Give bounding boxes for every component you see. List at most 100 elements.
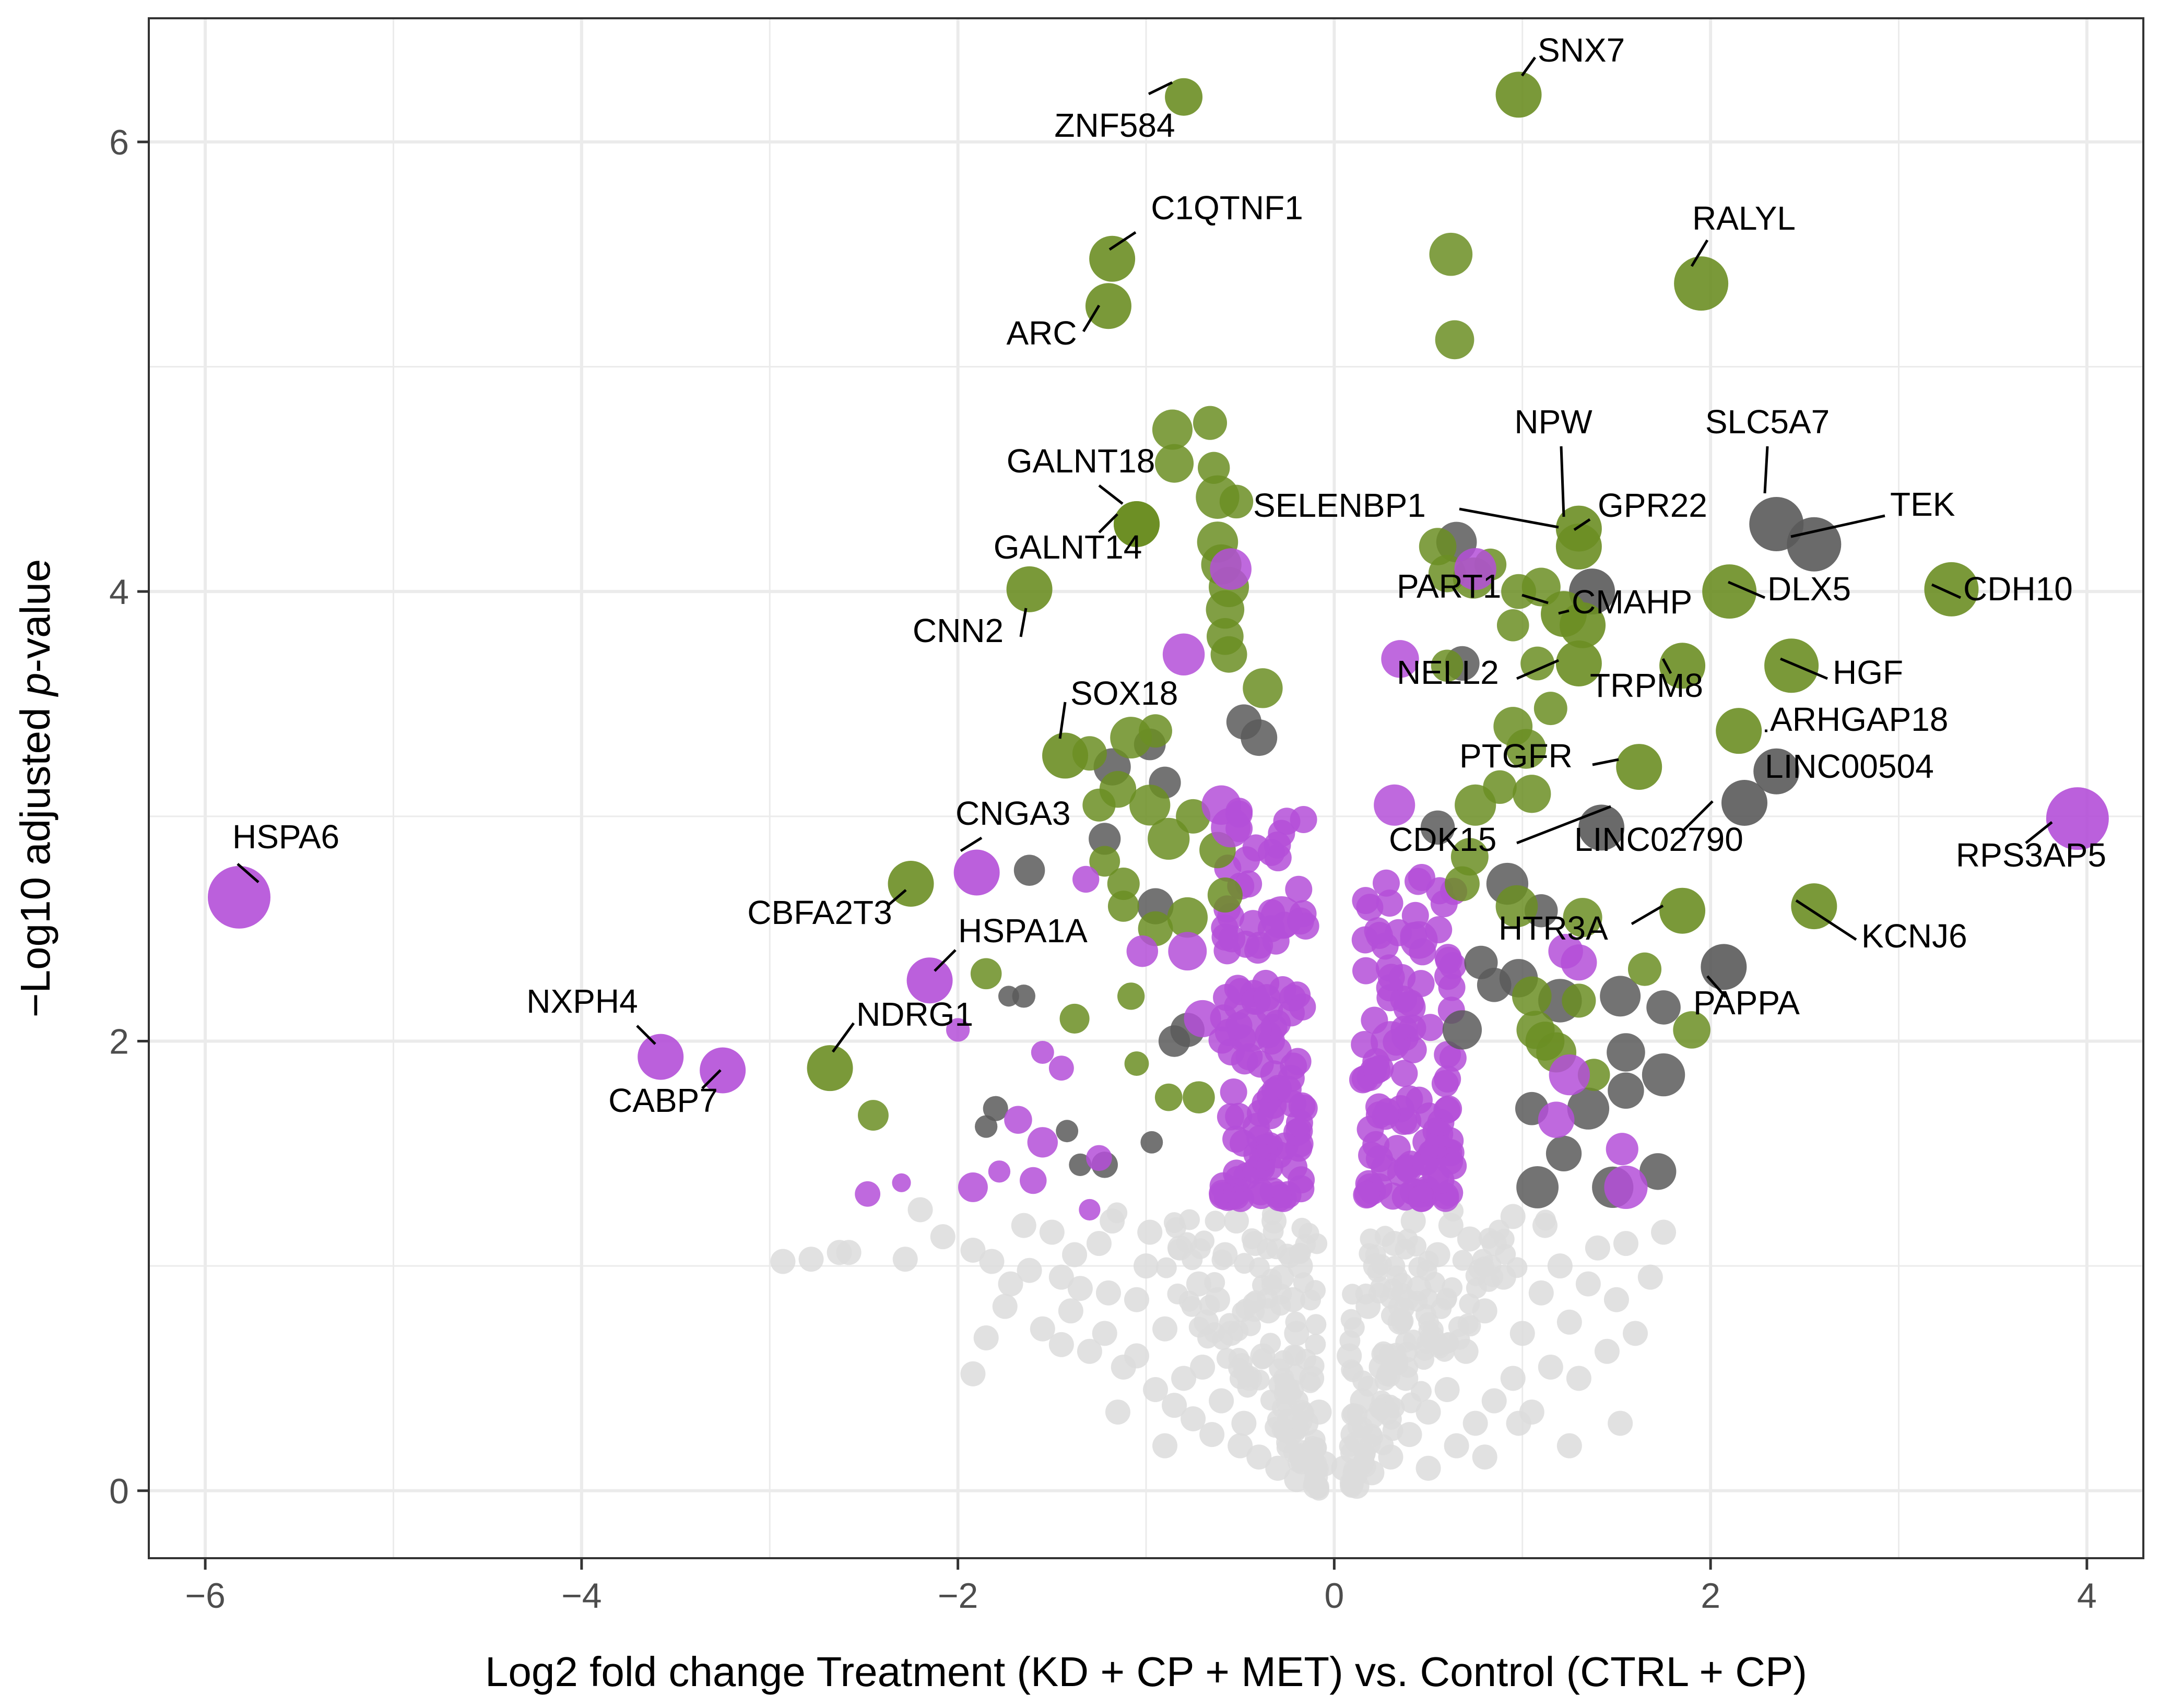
nonsig-point xyxy=(998,1271,1023,1297)
nonsig-point xyxy=(1277,1243,1298,1265)
label-snx7: SNX7 xyxy=(1538,31,1625,69)
nonsig-point xyxy=(1260,1333,1281,1354)
leader-line-cdk15 xyxy=(1516,805,1611,845)
leader-line-hgf xyxy=(1780,657,1828,680)
y-tick-label: 0 xyxy=(109,1472,129,1511)
purple-point xyxy=(1126,935,1159,967)
nonsig-point xyxy=(1248,1369,1270,1391)
point-cdh10 xyxy=(1924,562,1979,616)
point-arc xyxy=(1085,283,1131,329)
nonsig-point xyxy=(1290,1449,1311,1470)
point-hgf xyxy=(1764,638,1819,693)
nonsig-point xyxy=(973,1325,999,1350)
nonsig-point xyxy=(1209,1388,1234,1414)
label-tek: TEK xyxy=(1890,485,1955,523)
leader-line-selenbp1 xyxy=(1459,507,1559,529)
nonsig-point xyxy=(1365,1244,1386,1266)
sig-band-right-point xyxy=(1352,957,1379,985)
point-nxph4 xyxy=(638,1034,684,1080)
green-point xyxy=(1627,952,1662,986)
nonsig-point xyxy=(1205,1211,1226,1232)
nonsig-point xyxy=(930,1224,955,1250)
purple-point xyxy=(1086,1145,1112,1171)
gray-point xyxy=(1089,823,1121,855)
nonsig-point xyxy=(979,1249,1005,1274)
point-kcnj6 xyxy=(1791,883,1837,930)
sig-band-left-point xyxy=(1278,999,1305,1027)
nonsig-point xyxy=(1219,1313,1240,1334)
point-ralyl xyxy=(1674,256,1729,311)
nonsig-point xyxy=(1067,1276,1093,1301)
nonsig-point xyxy=(1194,1230,1215,1252)
sig-band-left-point xyxy=(1252,1089,1279,1117)
nonsig-point xyxy=(798,1247,824,1272)
nonsig-point xyxy=(1048,1332,1074,1357)
green-point xyxy=(1450,838,1489,876)
nonsig-point xyxy=(1152,1433,1178,1458)
nonsig-point xyxy=(1528,1280,1554,1306)
nonsig-point xyxy=(1143,1377,1169,1403)
label-nell2: NELL2 xyxy=(1397,654,1499,691)
leader-line-cmahp xyxy=(1558,609,1570,615)
nonsig-point xyxy=(1417,1288,1438,1310)
nonsig-point xyxy=(1308,1476,1329,1498)
nonsig-point xyxy=(1547,1253,1573,1279)
nonsig-point xyxy=(1339,1330,1361,1351)
label-gpr22: GPR22 xyxy=(1598,487,1707,524)
point-c1qtnf1 xyxy=(1089,235,1136,282)
nonsig-point xyxy=(1030,1316,1055,1342)
green-point xyxy=(1207,877,1243,913)
sig-band-right-point xyxy=(1396,1085,1423,1113)
nonsig-point xyxy=(1367,1261,1388,1283)
gray-point xyxy=(1646,990,1681,1025)
sig-band-right-point xyxy=(1356,894,1384,921)
sig-band-right-point xyxy=(1372,869,1400,897)
point-hspa6 xyxy=(207,865,270,929)
sig-band-right-point xyxy=(1390,1060,1418,1087)
green-point xyxy=(1210,636,1247,673)
sig-band-left-point xyxy=(1217,1103,1244,1131)
leader-line-nell2 xyxy=(1516,659,1560,680)
nonsig-point xyxy=(1478,1228,1500,1249)
gray-point xyxy=(1607,1033,1645,1072)
point-gpr22 xyxy=(1555,524,1602,570)
leader-line-c1qtnf1 xyxy=(1108,231,1137,251)
nonsig-point xyxy=(1285,1311,1306,1333)
x-tick-label: −4 xyxy=(561,1576,602,1616)
green-point xyxy=(1495,885,1538,928)
label-ptgfr: PTGFR xyxy=(1459,737,1573,775)
green-point xyxy=(1562,983,1596,1018)
label-ndrg1: NDRG1 xyxy=(856,995,973,1033)
y-tick-label: 4 xyxy=(109,572,129,612)
sig-band-right-point xyxy=(1427,1109,1455,1136)
purple-point xyxy=(1538,1101,1575,1138)
sig-band-left-point xyxy=(1290,805,1317,833)
leader-line-galnt14 xyxy=(1098,513,1118,533)
green-point xyxy=(1431,649,1464,682)
gray-point xyxy=(1013,855,1045,886)
leader-line-snx7 xyxy=(1520,56,1537,77)
leader-line-sox18 xyxy=(1058,702,1067,739)
purple-point xyxy=(1400,921,1438,959)
nonsig-point xyxy=(1613,1231,1638,1256)
label-galnt14: GALNT14 xyxy=(994,528,1142,566)
nonsig-point xyxy=(1211,1249,1233,1271)
nonsig-point xyxy=(1434,1377,1460,1403)
purple-point xyxy=(1454,548,1496,590)
nonsig-point xyxy=(1342,1284,1363,1305)
nonsig-point xyxy=(1500,1366,1526,1391)
nonsig-point xyxy=(1223,1208,1249,1234)
nonsig-point xyxy=(1199,1295,1220,1316)
sig-band-right-point xyxy=(1439,1044,1467,1072)
y-axis-title-part-3: -value xyxy=(12,559,58,673)
nonsig-point xyxy=(1538,1354,1563,1380)
label-dlx5: DLX5 xyxy=(1767,570,1851,608)
point-htr3a xyxy=(1659,887,1706,934)
nonsig-point xyxy=(1265,1455,1291,1481)
sig-band-left-point xyxy=(1269,976,1296,1003)
point-rps3ap5 xyxy=(2046,787,2109,850)
x-tick-label: 2 xyxy=(1701,1576,1720,1616)
nonsig-point xyxy=(1048,1264,1074,1290)
sig-band-right-point xyxy=(1377,964,1405,991)
nonsig-point xyxy=(1190,1354,1216,1380)
